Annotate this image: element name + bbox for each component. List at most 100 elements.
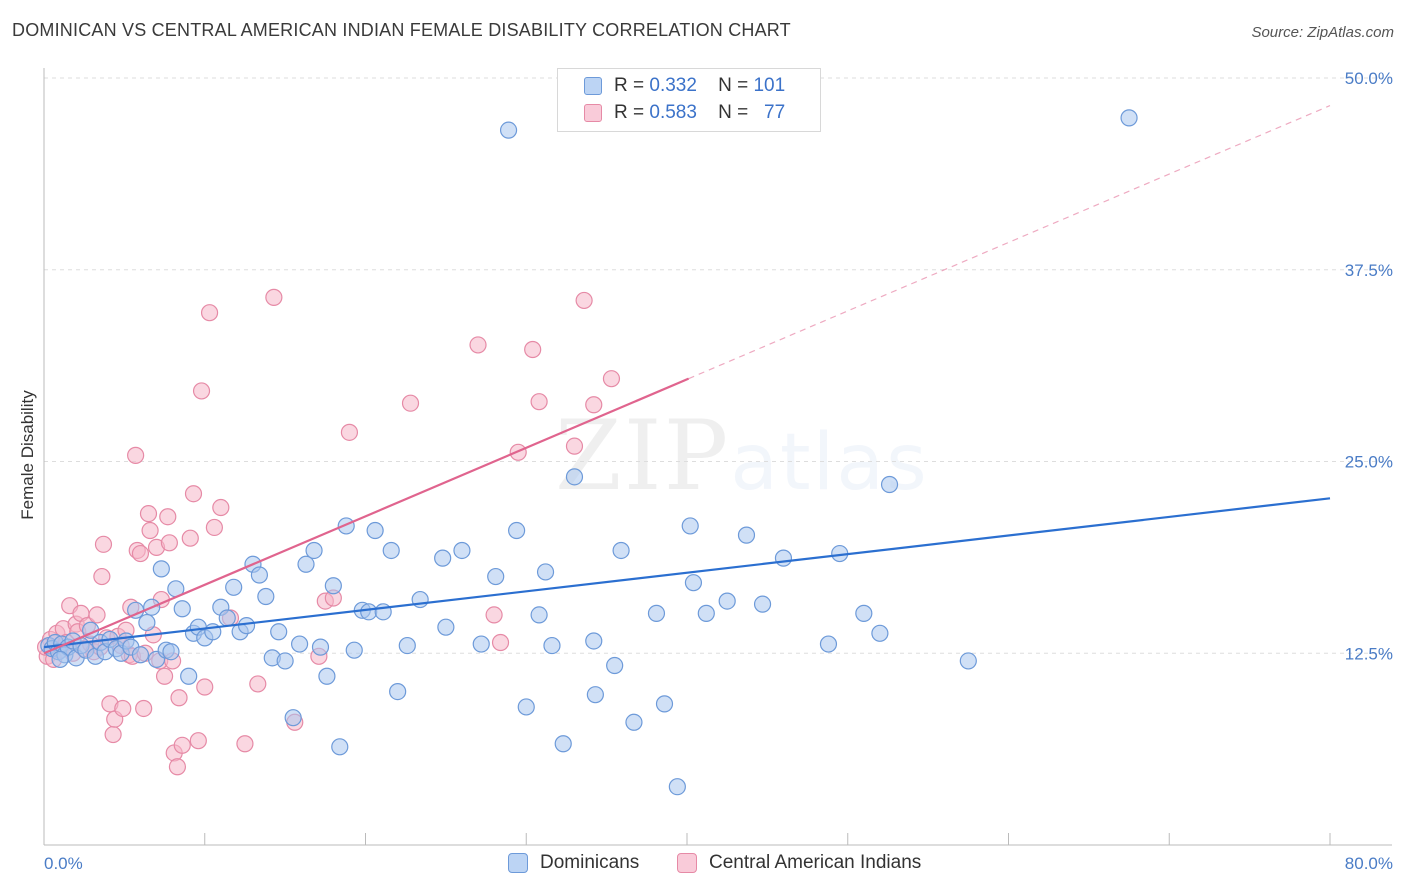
data-point — [180, 667, 198, 685]
data-point — [192, 382, 211, 400]
data-point — [160, 534, 178, 552]
data-point — [237, 617, 256, 635]
legend-n-value: 77 — [764, 102, 786, 123]
data-point — [585, 632, 603, 650]
data-point — [141, 521, 159, 540]
data-point — [485, 606, 503, 624]
data-point — [265, 288, 283, 306]
trend-line — [43, 497, 1331, 649]
data-point — [345, 641, 363, 659]
legend-r-value: 0.583 — [649, 102, 697, 123]
data-point — [284, 709, 302, 727]
data-point — [173, 736, 191, 754]
data-point — [360, 603, 378, 621]
data-point — [491, 633, 510, 652]
watermark-zip: ZIP — [555, 400, 731, 512]
legend-label-central-american-indians: Central American Indians — [709, 852, 922, 873]
data-point — [340, 423, 359, 441]
x-tick-label: 0.0% — [44, 854, 83, 873]
legend-swatch-dominicans — [508, 853, 528, 873]
data-point — [196, 678, 214, 696]
data-point — [162, 643, 180, 661]
data-point — [250, 566, 269, 584]
data-point — [305, 541, 323, 560]
data-point — [585, 396, 603, 414]
data-point — [155, 667, 174, 685]
data-point — [159, 508, 177, 526]
data-point — [170, 689, 188, 707]
data-point — [398, 636, 416, 655]
data-point — [855, 604, 873, 622]
y-tick-label: 50.0% — [1345, 69, 1393, 88]
legend-swatch-pink — [584, 104, 602, 122]
data-point — [524, 340, 542, 359]
data-point — [212, 498, 230, 517]
data-point — [647, 604, 666, 622]
data-point — [236, 735, 254, 753]
data-point — [249, 675, 267, 693]
data-point — [257, 587, 275, 606]
data-point — [684, 574, 703, 592]
data-point — [173, 600, 191, 618]
legend-n-label: N = — [718, 102, 749, 123]
legend-row-dominicans: R = 0.332 N = 101 — [584, 73, 785, 99]
data-point — [93, 567, 111, 586]
data-point — [437, 618, 455, 636]
data-point — [139, 505, 158, 523]
data-point — [131, 646, 150, 664]
data-point — [565, 437, 584, 455]
chart-title: DOMINICAN VS CENTRAL AMERICAN INDIAN FEM… — [12, 20, 791, 40]
trend-line-extension — [688, 105, 1331, 380]
data-point — [530, 393, 548, 411]
legend-item-dominicans[interactable]: Dominicans — [508, 852, 639, 874]
trend-line — [43, 377, 690, 655]
legend-item-central-american-indians[interactable]: Central American Indians — [677, 852, 921, 874]
data-point — [517, 698, 535, 716]
data-point — [871, 624, 889, 642]
data-point — [697, 604, 715, 622]
legend-swatch-central-american-indians — [677, 853, 697, 873]
data-point — [434, 549, 452, 567]
data-point — [612, 541, 630, 560]
watermark: ZIPatlas — [555, 400, 929, 512]
tick-labels: 12.5% 25.0% 37.5% 50.0% 0.0% 80.0% — [44, 69, 1393, 873]
data-point — [554, 735, 572, 753]
data-point — [401, 394, 420, 412]
data-point — [606, 656, 624, 675]
watermark-atlas: atlas — [730, 418, 929, 508]
data-point — [88, 606, 106, 624]
data-point — [205, 518, 223, 537]
data-point — [718, 592, 736, 610]
legend-r-label: R = — [614, 102, 645, 123]
data-point — [472, 635, 490, 653]
data-point — [819, 635, 838, 653]
data-point — [508, 521, 526, 540]
data-point — [181, 529, 199, 547]
data-point — [225, 578, 243, 596]
data-point — [297, 555, 315, 573]
data-point — [94, 535, 113, 553]
series-legend: Dominicans Central American Indians — [0, 852, 1406, 876]
y-tick-label: 25.0% — [1345, 453, 1393, 472]
data-point — [565, 468, 584, 486]
series-central-american-indians — [37, 288, 621, 776]
data-point — [114, 699, 132, 718]
x-tick-label: 80.0% — [1345, 854, 1393, 873]
legend-swatch-blue — [584, 77, 602, 95]
data-point — [51, 650, 69, 668]
chart-source: Source: ZipAtlas.com — [1251, 24, 1394, 41]
data-point — [331, 738, 349, 756]
data-point — [536, 563, 555, 581]
data-point — [200, 304, 219, 322]
axes — [43, 68, 1392, 846]
data-point — [131, 544, 150, 563]
data-point — [880, 475, 899, 494]
data-point — [625, 713, 643, 731]
data-point — [382, 541, 400, 560]
data-point — [668, 778, 686, 796]
legend-label-dominicans: Dominicans — [540, 852, 640, 873]
data-point — [655, 695, 674, 713]
data-point — [276, 652, 294, 670]
legend-r-label: R = — [614, 75, 645, 96]
data-point — [189, 732, 207, 750]
